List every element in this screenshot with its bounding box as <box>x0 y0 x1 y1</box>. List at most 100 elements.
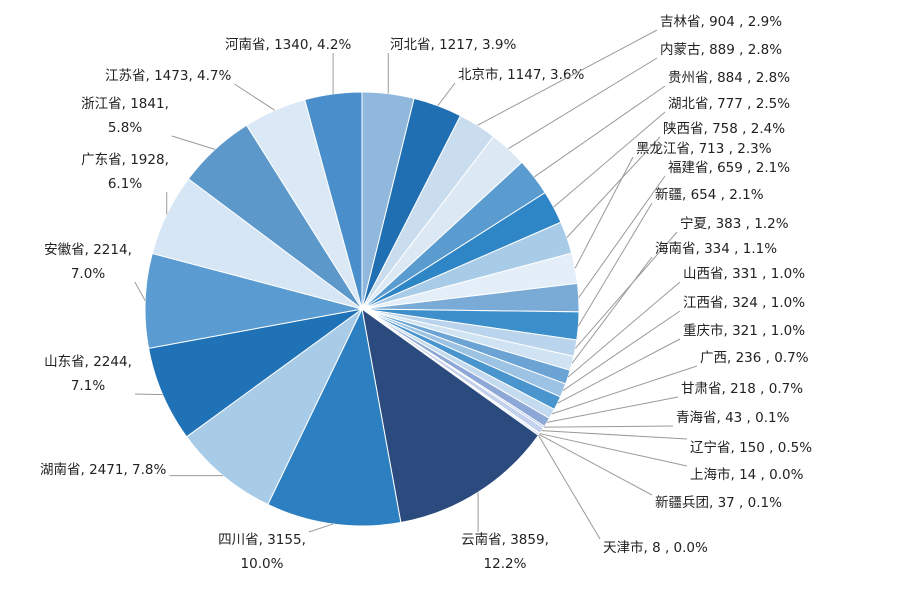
data-label-line: 7.1% <box>71 378 105 394</box>
leader-line <box>508 57 658 150</box>
data-label: 海南省, 334 , 1.1% <box>655 241 777 257</box>
data-label-line: 江苏省, 1473, 4.7% <box>105 68 231 84</box>
leader-line <box>171 135 216 150</box>
data-label-line: 广东省, 1928, <box>81 152 169 168</box>
data-label-line: 辽宁省, 150 , 0.5% <box>690 439 812 456</box>
leader-line <box>437 82 456 106</box>
data-label: 上海市, 14 , 0.0% <box>690 466 804 483</box>
leader-line <box>541 430 688 440</box>
leader-line <box>553 111 666 208</box>
data-label-line: 安徽省, 2214, <box>44 242 132 258</box>
pie-slice <box>267 307 402 527</box>
data-label-line: 上海市, 14 , 0.0% <box>690 466 804 483</box>
data-label: 山西省, 331 , 1.0% <box>683 266 805 282</box>
leader-line <box>234 83 276 111</box>
leader-line <box>551 365 698 415</box>
data-label: 河北省, 1217, 3.9% <box>390 37 516 53</box>
data-label-line: 贵州省, 884 , 2.8% <box>668 70 790 86</box>
data-label: 山东省, 2244, 7.1% <box>44 354 132 394</box>
data-label-line: 浙江省, 1841, <box>81 96 169 112</box>
leader-line <box>134 393 163 396</box>
data-label-line: 河北省, 1217, 3.9% <box>390 37 516 53</box>
data-label-line: 青海省, 43 , 0.1% <box>676 410 790 426</box>
pie-slice <box>304 91 363 310</box>
data-label-line: 吉林省, 904 , 2.9% <box>660 14 782 30</box>
data-label-line: 新疆, 654 , 2.1% <box>655 187 764 203</box>
data-label-line: 新疆兵团, 37 , 0.1% <box>655 495 782 511</box>
labels: 河北省, 1217, 3.9% 北京市, 1147, 3.6% 吉林省, 904 ,… <box>40 14 812 572</box>
data-label-line: 福建省, 659 , 2.1% <box>668 160 790 176</box>
data-label-line: 江西省, 324 , 1.0% <box>683 295 805 311</box>
data-label: 新疆, 654 , 2.1% <box>655 187 764 203</box>
data-label-line: 湖南省, 2471, 7.8% <box>40 462 166 478</box>
data-label: 广西, 236 , 0.7% <box>700 350 809 366</box>
data-label-line: 四川省, 3155, <box>218 532 306 548</box>
data-label: 湖南省, 2471, 7.8% <box>40 462 166 478</box>
leader-line <box>544 425 674 428</box>
data-label: 贵州省, 884 , 2.8% <box>668 70 790 86</box>
data-label-line: 山东省, 2244, <box>44 354 132 370</box>
data-label: 新疆兵团, 37 , 0.1% <box>655 495 782 511</box>
leader-line <box>538 434 653 496</box>
data-label: 江苏省, 1473, 4.7% <box>105 68 231 84</box>
data-label-line: 山西省, 331 , 1.0% <box>683 266 805 282</box>
data-label-line: 河南省, 1340, 4.2% <box>225 37 351 53</box>
data-label-line: 6.1% <box>108 176 142 192</box>
data-label: 天津市, 8 , 0.0% <box>603 539 708 556</box>
leader-line <box>567 281 681 378</box>
leader-line <box>308 523 334 533</box>
data-label: 湖北省, 777 , 2.5% <box>668 96 790 112</box>
leader-line <box>539 433 688 467</box>
leader-line <box>575 231 678 349</box>
data-label-line: 陕西省, 758 , 2.4% <box>663 121 785 137</box>
data-label: 重庆市, 321 , 1.0% <box>683 322 805 339</box>
data-label: 江西省, 324 , 1.0% <box>683 295 805 311</box>
leader-line <box>533 85 666 178</box>
slices <box>144 91 580 527</box>
data-label: 内蒙古, 889 , 2.8% <box>660 42 782 58</box>
data-label-line: 宁夏, 383 , 1.2% <box>680 215 789 232</box>
leader-line <box>557 338 681 404</box>
data-label: 四川省, 3155, 10.0% <box>218 532 306 572</box>
data-label-line: 12.2% <box>484 556 527 572</box>
data-label-line: 广西, 236 , 0.7% <box>700 350 809 366</box>
data-label-line: 重庆市, 321 , 1.0% <box>683 322 805 339</box>
leader-line <box>546 396 679 423</box>
data-label-line: 黑龙江省, 713 , 2.3% <box>636 141 772 157</box>
leader-line <box>562 310 681 391</box>
leader-line <box>577 202 653 327</box>
data-label-line: 海南省, 334 , 1.1% <box>655 241 777 257</box>
data-label-line: 10.0% <box>241 556 284 572</box>
data-label: 福建省, 659 , 2.1% <box>668 160 790 176</box>
data-label-line: 北京市, 1147, 3.6% <box>458 66 584 83</box>
data-label-line: 天津市, 8 , 0.0% <box>603 539 708 556</box>
data-label-line: 湖北省, 777 , 2.5% <box>668 96 790 112</box>
leader-line <box>571 256 653 364</box>
data-label: 黑龙江省, 713 , 2.3% <box>636 141 772 157</box>
data-label-line: 甘肃省, 218 , 0.7% <box>681 381 803 397</box>
data-label: 青海省, 43 , 0.1% <box>676 410 790 426</box>
data-label: 云南省, 3859, 12.2% <box>461 532 549 572</box>
data-label-line: 7.0% <box>71 266 105 282</box>
data-label: 安徽省, 2214, 7.0% <box>44 242 132 282</box>
leader-line <box>538 434 601 540</box>
data-label: 宁夏, 383 , 1.2% <box>680 215 789 232</box>
data-label-line: 5.8% <box>108 120 142 136</box>
data-label: 浙江省, 1841, 5.8% <box>81 96 169 136</box>
data-label: 广东省, 1928, 6.1% <box>81 152 169 192</box>
pie-slice <box>185 308 363 506</box>
data-label: 河南省, 1340, 4.2% <box>225 37 351 53</box>
leader-line <box>134 281 146 301</box>
data-label: 吉林省, 904 , 2.9% <box>660 14 782 30</box>
leader-line <box>578 175 666 298</box>
data-label: 陕西省, 758 , 2.4% <box>663 121 785 137</box>
data-label-line: 内蒙古, 889 , 2.8% <box>660 42 782 58</box>
data-label: 辽宁省, 150 , 0.5% <box>690 439 812 456</box>
leader-line <box>477 29 658 126</box>
leader-line <box>574 156 634 269</box>
leader-line <box>566 136 661 238</box>
data-label: 北京市, 1147, 3.6% <box>458 66 584 83</box>
data-label: 甘肃省, 218 , 0.7% <box>681 381 803 397</box>
data-label-line: 云南省, 3859, <box>461 532 549 548</box>
